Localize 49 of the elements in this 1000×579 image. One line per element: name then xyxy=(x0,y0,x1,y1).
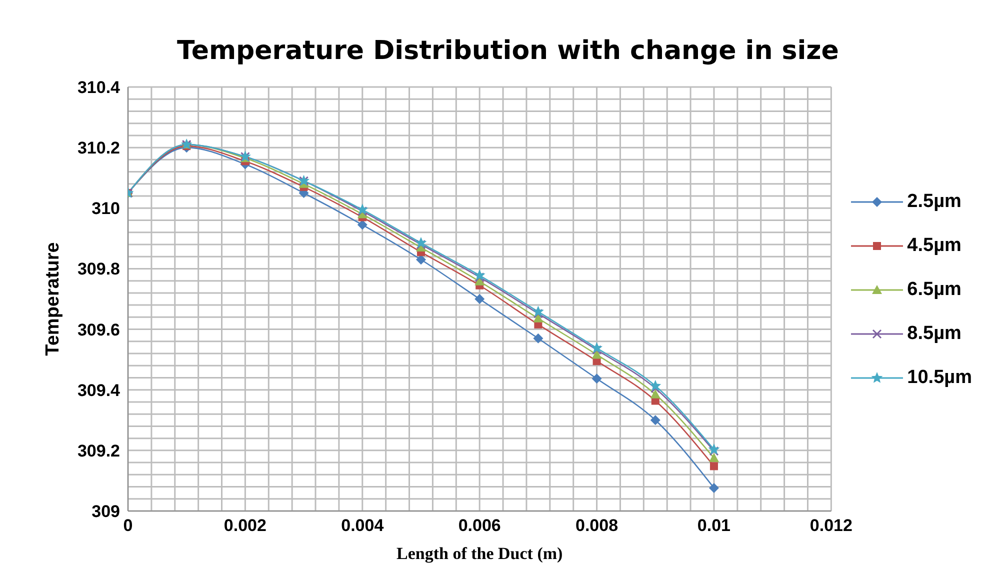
y-tick-label: 310.4 xyxy=(77,78,121,98)
point xyxy=(474,294,485,304)
x-tick-label: 0.01 xyxy=(697,516,731,536)
point xyxy=(591,342,602,353)
y-tick-label: 309 xyxy=(92,502,120,522)
x-tick-label: 0.004 xyxy=(341,516,384,536)
legend-label: 8.5µm xyxy=(907,322,962,344)
point xyxy=(708,453,719,462)
point xyxy=(474,269,486,280)
y-tick-label: 309.4 xyxy=(77,380,121,400)
legend-label: 10.5µm xyxy=(907,366,972,388)
x-tick-label: 0 xyxy=(123,516,133,536)
point xyxy=(592,374,602,384)
x-tick-label: 0.002 xyxy=(224,516,266,536)
x-tick-label: 0.008 xyxy=(576,516,618,536)
point xyxy=(650,389,660,398)
x-tick-label: 0.006 xyxy=(458,516,501,536)
y-tick-label: 309.2 xyxy=(77,441,120,460)
point xyxy=(650,415,660,426)
point xyxy=(533,308,543,318)
point xyxy=(533,333,544,344)
point xyxy=(592,350,602,359)
y-tick-label: 310.2 xyxy=(77,138,120,158)
point xyxy=(415,236,427,248)
point xyxy=(650,384,660,394)
point xyxy=(710,462,718,470)
point xyxy=(532,306,544,317)
point xyxy=(356,204,368,215)
chart-title: Temperature Distribution with change in size xyxy=(176,36,840,66)
x-tick-label: 0.012 xyxy=(810,516,852,536)
legend-label: 2.5µm xyxy=(907,190,962,212)
point xyxy=(650,380,662,391)
y-tick-label: 309.6 xyxy=(77,320,120,340)
legend-label: 6.5µm xyxy=(907,278,962,300)
point xyxy=(533,313,544,322)
y-tick-label: 310 xyxy=(92,199,120,218)
x-axis-title: Length of the Duct (m) xyxy=(396,544,563,563)
y-axis-title: Temperature xyxy=(42,242,64,356)
point xyxy=(358,206,368,216)
point xyxy=(416,240,426,250)
point xyxy=(474,272,484,282)
point xyxy=(708,444,720,454)
point xyxy=(357,220,368,230)
point xyxy=(709,446,719,456)
y-tick-label: 309.8 xyxy=(77,260,120,279)
point xyxy=(708,482,719,493)
legend-label: 4.5µm xyxy=(907,234,962,256)
point xyxy=(416,254,426,265)
point xyxy=(592,345,602,355)
